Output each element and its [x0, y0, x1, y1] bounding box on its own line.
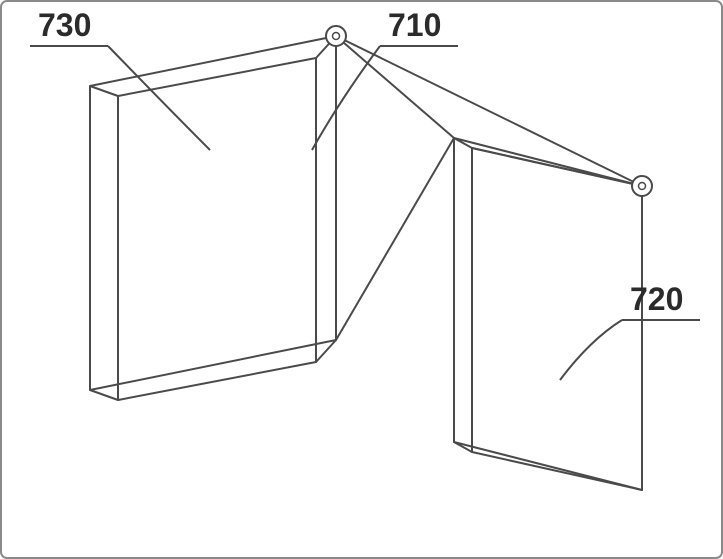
edge-2 — [90, 86, 118, 96]
hinge-pin-0 — [333, 33, 340, 40]
left-panel-outer — [90, 36, 336, 390]
right-panel-outer — [472, 148, 642, 490]
back-panel — [336, 36, 642, 186]
label-leader-710 — [312, 46, 380, 150]
figure-frame — [1, 1, 722, 558]
label-leader-730 — [108, 46, 210, 150]
label-720: 720 — [630, 281, 683, 317]
label-710: 710 — [388, 7, 441, 43]
right-panel-inner — [454, 138, 642, 490]
edge-0 — [336, 138, 454, 340]
edge-3 — [90, 390, 118, 400]
label-730: 730 — [38, 7, 91, 43]
label-leader-720 — [560, 320, 622, 380]
hinge-pin-1 — [639, 183, 646, 190]
left-panel-inner — [118, 58, 316, 400]
